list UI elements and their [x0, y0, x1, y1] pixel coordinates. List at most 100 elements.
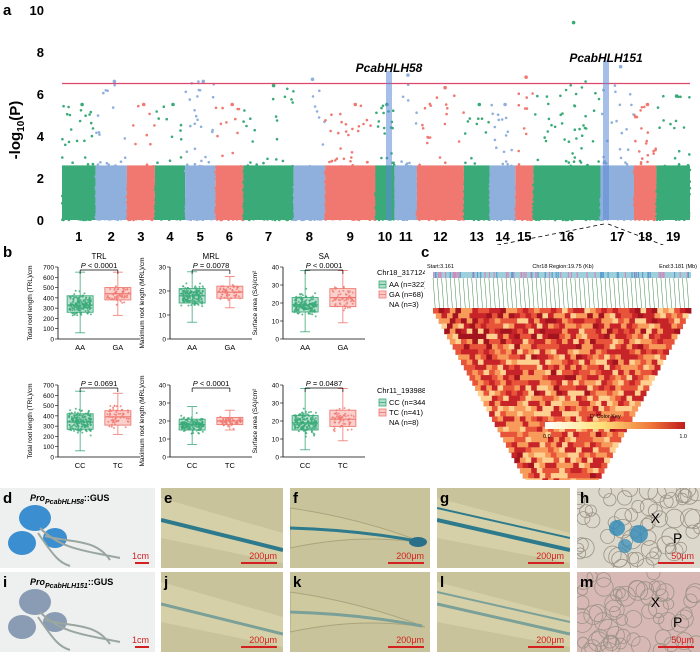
snp-point — [145, 163, 149, 166]
snp-point — [559, 94, 562, 98]
snp-point — [311, 95, 315, 98]
snp-point — [446, 107, 449, 110]
snp-point — [255, 163, 258, 166]
snp-point — [318, 89, 321, 93]
snp-point — [119, 160, 123, 163]
snp-density-band — [533, 165, 601, 220]
snp-point — [534, 113, 537, 116]
snp-point — [575, 137, 578, 140]
snp-point — [148, 112, 151, 116]
snp-point — [221, 154, 224, 158]
snp-point — [193, 122, 197, 126]
snp-point — [168, 159, 172, 162]
snp-point — [421, 123, 424, 127]
snp-point — [457, 140, 461, 143]
snp-point — [61, 137, 64, 141]
snp-point — [179, 129, 182, 132]
snp-point — [376, 125, 380, 128]
snp-point — [443, 122, 447, 126]
snp-point — [480, 117, 484, 120]
snp-point — [347, 133, 350, 137]
snp-point — [366, 160, 369, 164]
snp-point — [249, 117, 252, 120]
snp-point — [610, 121, 614, 124]
snp-peak-point — [353, 102, 358, 107]
snp-point — [197, 80, 200, 83]
snp-point — [335, 157, 339, 160]
snp-peak-point — [406, 73, 410, 77]
snp-point — [95, 131, 98, 135]
snp-peak-point — [271, 83, 276, 88]
snp-point — [162, 105, 166, 108]
snp-point — [271, 97, 275, 101]
snp-point — [382, 126, 386, 130]
snp-point — [96, 163, 100, 166]
snp-point — [517, 149, 520, 153]
snp-point — [426, 141, 429, 145]
snp-point — [369, 124, 372, 127]
snp-point — [504, 134, 508, 137]
snp-point — [477, 117, 480, 120]
snp-point — [185, 150, 189, 153]
snp-point — [165, 117, 168, 121]
snp-point — [383, 132, 387, 135]
snp-point — [123, 137, 127, 140]
snp-point — [564, 88, 568, 92]
snp-point — [292, 90, 295, 93]
snp-point — [487, 120, 490, 124]
snp-point — [315, 110, 319, 113]
snp-peak-point — [112, 79, 117, 84]
snp-point — [231, 151, 234, 155]
snp-point — [592, 109, 596, 112]
snp-point — [502, 150, 506, 154]
snp-point — [382, 111, 385, 115]
snp-density-band — [154, 165, 186, 220]
snp-point — [547, 117, 551, 121]
snp-point — [559, 113, 562, 117]
snp-point — [132, 124, 135, 127]
snp-point — [506, 163, 510, 166]
snp-point — [600, 112, 604, 116]
snp-point — [253, 128, 256, 132]
snp-point — [236, 107, 239, 111]
snp-peak-point — [443, 85, 447, 90]
snp-point — [504, 116, 508, 120]
snp-density-band — [394, 165, 417, 220]
snp-point — [375, 111, 378, 115]
snp-point — [583, 126, 587, 130]
snp-point — [236, 131, 239, 135]
snp-point — [83, 156, 87, 159]
snp-point — [517, 163, 521, 166]
snp-point — [470, 156, 473, 160]
snp-point — [170, 135, 174, 139]
snp-point — [500, 118, 504, 121]
snp-point — [445, 112, 448, 116]
snp-point — [618, 148, 622, 151]
snp-point — [400, 160, 403, 163]
snp-point — [339, 112, 342, 116]
snp-point — [625, 128, 628, 131]
snp-point — [68, 113, 72, 117]
snp-density-band — [416, 165, 464, 220]
snp-point — [155, 110, 158, 113]
snp-point — [330, 160, 333, 163]
snp-point — [377, 120, 381, 123]
snp-point — [334, 159, 337, 162]
snp-point — [624, 161, 627, 164]
snp-point — [96, 114, 100, 117]
snp-point — [286, 87, 289, 91]
snp-point — [584, 80, 587, 83]
manhattan-points — [61, 20, 692, 222]
snp-peak-point — [80, 102, 84, 107]
snp-point — [83, 139, 86, 143]
snp-point — [291, 101, 295, 104]
snp-point — [245, 124, 248, 128]
snp-density-band — [215, 165, 244, 220]
snp-point — [123, 156, 127, 159]
snp-point — [578, 159, 582, 163]
snp-point — [342, 157, 346, 161]
snp-density-band — [489, 165, 516, 220]
y-tick-label: 2 — [37, 171, 44, 186]
snp-point — [614, 90, 617, 94]
snp-point — [493, 125, 497, 129]
